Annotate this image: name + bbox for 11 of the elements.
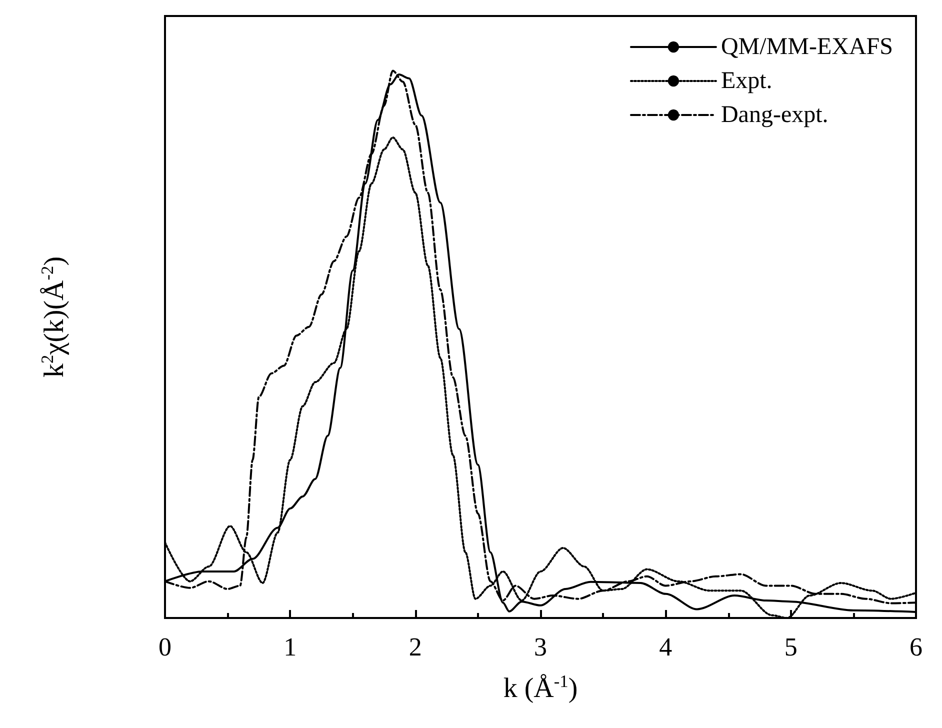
x-tick-label: 4 <box>659 632 672 662</box>
x-tick-label: 6 <box>910 632 922 662</box>
x-tick-label: 0 <box>158 632 172 662</box>
y-axis-title: k2χ(k)(Å-2) <box>38 256 70 378</box>
legend-label: QM/MM-EXAFS <box>720 34 893 60</box>
legend-label: Expt. <box>720 68 772 94</box>
x-tick-label: 1 <box>284 632 297 662</box>
x-tick-label: 3 <box>534 632 547 662</box>
legend-label: Dang-expt. <box>720 102 828 128</box>
x-tick-label: 5 <box>784 632 798 662</box>
x-tick-label: 2 <box>408 632 422 662</box>
